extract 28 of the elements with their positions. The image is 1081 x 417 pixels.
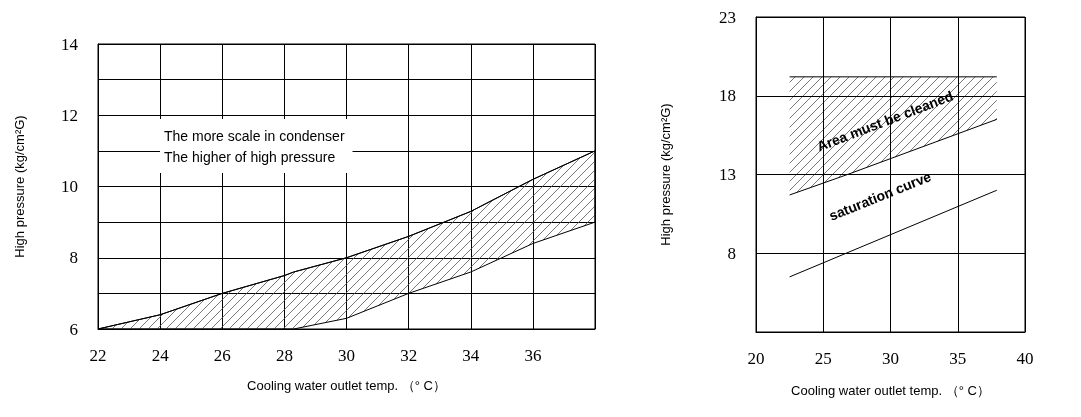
x-tick-label: 25 [814,349,832,368]
y-tick-label: 6 [69,319,78,339]
x-tick-label: 26 [213,346,231,365]
annotation: The more scale in condenser [164,127,345,144]
y-tick-label: 18 [719,86,736,106]
x-axis-title: Cooling water outlet temp. （° C） [247,378,446,393]
x-tick-label: 30 [338,346,355,365]
x-tick-label: 36 [524,346,542,365]
y-tick-label: 14 [61,34,79,54]
y-tick-label: 13 [719,165,736,184]
y-tick-label: 8 [727,243,736,263]
x-tick-label: 32 [400,346,418,365]
x-tick-label: 28 [275,346,293,365]
x-tick-label: 40 [1016,349,1034,368]
x-tick-label: 22 [89,346,107,365]
x-tick-label: 34 [462,346,480,365]
y-tick-label: 8 [69,248,78,268]
x-axis-title: Cooling water outlet temp. （° C） [791,383,990,398]
x-tick-label: 20 [747,349,765,368]
y-tick-label: 10 [61,177,78,196]
y-axis-title: High pressure (kg/cm²G) [658,103,673,246]
y-tick-label: 23 [719,7,736,27]
x-tick-label: 30 [882,349,899,368]
annotation: The higher of high pressure [164,148,336,165]
x-tick-label: 35 [949,349,967,368]
y-axis-title: High pressure (kg/cm²G) [12,115,27,258]
x-tick-label: 24 [151,346,170,365]
y-tick-label: 12 [61,105,78,125]
